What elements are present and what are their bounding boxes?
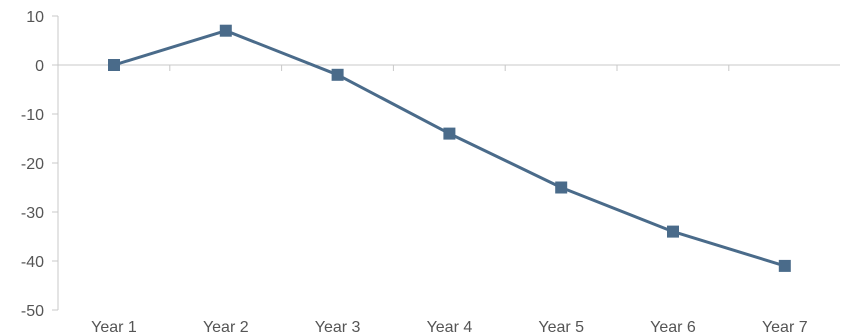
data-point-marker [667,225,679,238]
y-tick-label: -40 [21,254,44,271]
series [108,24,791,272]
y-tick-label: -50 [21,303,44,320]
y-tick-labels: 10 0 -10 -20 -30 -40 -50 [21,9,44,320]
data-point-marker [219,24,232,37]
y-tick-label: -30 [21,205,44,222]
x-tick-label: Year 4 [427,319,473,336]
y-tick-label: 0 [35,58,44,75]
y-tick-label: 10 [26,9,44,26]
y-tick-label: -10 [21,107,44,124]
axes [52,15,840,311]
x-tick-label: Year 3 [315,319,361,336]
data-point-marker [108,59,120,71]
series-line [112,29,787,268]
data-point-marker [778,259,791,272]
x-tick-label: Year 1 [91,319,137,336]
x-tick-label: Year 7 [762,319,808,336]
data-point-marker [555,181,568,194]
x-tick-label: Year 2 [203,319,249,336]
x-tick-label: Year 5 [538,319,584,336]
y-tick-label: -20 [21,156,44,173]
x-tick-labels: Year 1 Year 2 Year 3 Year 4 Year 5 Year 6 Year… [91,319,808,336]
x-tick-label: Year 6 [650,319,696,336]
data-point-marker [331,68,344,81]
data-point-marker [443,127,456,140]
